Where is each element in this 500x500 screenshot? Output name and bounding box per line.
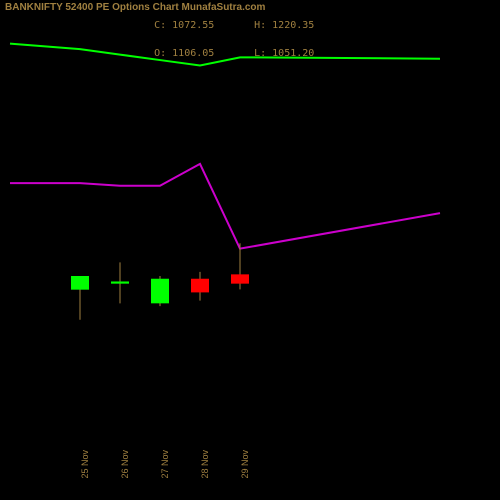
x-axis-label: 29 Nov [240, 450, 250, 480]
x-axis-label: 26 Nov [120, 450, 130, 480]
options-chart: BANKNIFTY 52400 PE Options Chart MunafaS… [0, 0, 500, 500]
chart-svg [0, 0, 500, 500]
x-axis-label: 28 Nov [200, 450, 210, 480]
x-axis-label: 25 Nov [80, 450, 90, 480]
x-axis-label: 27 Nov [160, 450, 170, 480]
